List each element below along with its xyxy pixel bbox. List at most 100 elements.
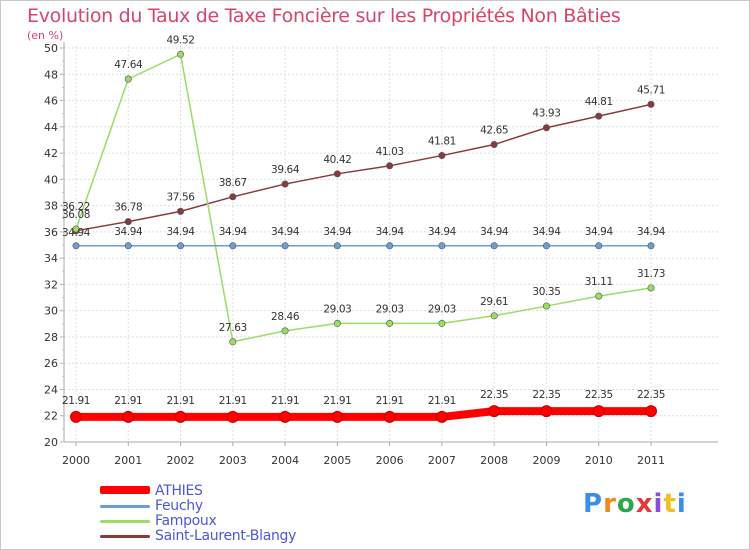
data-point-athies — [540, 405, 553, 418]
data-label-feuchy: 34.94 — [323, 226, 352, 238]
data-point-fampoux — [595, 292, 603, 300]
y-tick-label: 26 — [44, 357, 58, 370]
data-label-feuchy: 34.94 — [62, 227, 91, 239]
x-tick-label: 2007 — [428, 454, 456, 467]
data-point-feuchy — [177, 242, 185, 250]
series-athies — [70, 405, 657, 423]
data-point-athies — [383, 410, 396, 423]
legend-item-athies: ATHIES — [100, 483, 340, 499]
data-label-feuchy: 34.94 — [376, 226, 405, 238]
data-point-feuchy — [438, 242, 446, 250]
data-point-fampoux — [124, 75, 132, 83]
legend-swatch-saint-laurent-blangy — [100, 535, 150, 538]
data-label-fampoux: 29.03 — [323, 303, 351, 315]
data-label-fampoux: 36.22 — [62, 201, 90, 213]
data-point-feuchy — [542, 242, 550, 250]
data-label-feuchy: 34.94 — [480, 226, 509, 238]
data-label-saint-laurent-blangy: 41.81 — [428, 136, 456, 148]
data-label-feuchy: 34.94 — [114, 226, 143, 238]
data-label-saint-laurent-blangy: 43.93 — [532, 108, 560, 120]
x-tick-label: 2009 — [532, 454, 560, 467]
logo-letter: i — [653, 489, 664, 519]
data-point-feuchy — [386, 242, 394, 250]
y-tick-label: 34 — [44, 252, 58, 265]
axes: 20 22 24 26 28 30 32 34 36 38 40 42 44 46 48 50 2000 2001… — [44, 42, 718, 467]
x-tick-label: 2005 — [323, 454, 351, 467]
data-point-feuchy — [229, 242, 237, 250]
data-label-feuchy: 34.94 — [532, 226, 561, 238]
series-line-saint-laurent-blangy — [75, 103, 652, 232]
x-tick-label: 2006 — [376, 454, 404, 467]
data-label-athies: 22.35 — [532, 389, 560, 401]
data-point-fampoux — [647, 284, 655, 292]
data-point-fampoux — [542, 302, 550, 310]
data-label-fampoux: 49.52 — [167, 34, 195, 46]
data-point-feuchy — [647, 242, 655, 250]
logo-letter: x — [635, 489, 654, 519]
legend-item-saint-laurent-blangy: Saint-Laurent-Blangy — [100, 528, 340, 544]
x-tick-label: 2011 — [637, 454, 665, 467]
unit-label: (en %) — [27, 29, 64, 42]
data-point-saint-laurent-blangy — [438, 152, 446, 160]
data-label-fampoux: 47.64 — [114, 59, 143, 71]
data-point-fampoux — [386, 319, 394, 327]
x-tick-label: 2000 — [62, 454, 90, 467]
data-point-athies — [226, 410, 239, 423]
series-fampoux — [72, 50, 655, 346]
data-label-athies: 21.91 — [271, 395, 299, 407]
data-point-saint-laurent-blangy — [595, 112, 603, 120]
y-tick-label: 30 — [44, 305, 58, 318]
y-tick-label: 28 — [44, 331, 58, 344]
x-tick-label: 2001 — [114, 454, 142, 467]
series-feuchy — [72, 242, 655, 250]
y-tick-label: 42 — [44, 147, 58, 160]
data-point-fampoux — [229, 338, 237, 346]
logo-letter: r — [603, 489, 617, 519]
data-label-athies: 22.35 — [585, 389, 613, 401]
data-point-feuchy — [333, 242, 341, 250]
data-point-athies — [174, 410, 187, 423]
data-point-athies — [70, 410, 82, 423]
data-point-saint-laurent-blangy — [333, 170, 341, 178]
series-saint-laurent-blangy — [72, 100, 655, 235]
data-label-feuchy: 34.94 — [167, 226, 196, 238]
data-point-fampoux — [177, 50, 185, 58]
data-label-athies: 22.35 — [637, 389, 665, 401]
data-label-saint-laurent-blangy: 44.81 — [585, 96, 613, 108]
data-label-feuchy: 34.94 — [271, 226, 300, 238]
data-point-athies — [122, 410, 135, 423]
data-label-saint-laurent-blangy: 36.78 — [114, 202, 142, 214]
legend-item-fampoux: Fampoux — [100, 513, 340, 529]
data-label-athies: 21.91 — [323, 395, 351, 407]
legend-swatch-athies — [100, 486, 150, 494]
data-point-feuchy — [595, 242, 603, 250]
logo-letter: P — [583, 489, 604, 519]
data-point-feuchy — [72, 242, 80, 250]
data-label-feuchy: 34.94 — [637, 226, 666, 238]
logo-letter: o — [616, 489, 636, 519]
y-tick-label: 22 — [44, 410, 58, 423]
legend-swatch-feuchy — [100, 505, 150, 508]
data-label-fampoux: 29.61 — [480, 296, 508, 308]
data-label-fampoux: 31.73 — [637, 268, 665, 280]
data-label-athies: 22.35 — [480, 389, 508, 401]
data-label-athies: 21.91 — [62, 395, 90, 407]
data-label-feuchy: 34.94 — [219, 226, 248, 238]
logo-letter: i — [676, 489, 687, 519]
y-tick-label: 46 — [44, 95, 58, 108]
data-point-fampoux — [438, 319, 446, 327]
data-label-saint-laurent-blangy: 38.67 — [219, 177, 247, 189]
y-tick-label: 20 — [44, 436, 58, 449]
x-tick-label: 2004 — [271, 454, 299, 467]
data-point-athies — [488, 405, 501, 418]
data-point-fampoux — [72, 225, 80, 233]
legend-label-athies: ATHIES — [155, 483, 203, 499]
data-point-feuchy — [281, 242, 289, 250]
data-label-fampoux: 29.03 — [376, 303, 404, 315]
legend-swatch-fampoux — [100, 520, 150, 523]
data-label-feuchy: 34.94 — [428, 226, 457, 238]
y-tick-label: 48 — [44, 68, 58, 81]
data-point-saint-laurent-blangy — [229, 193, 237, 201]
data-label-fampoux: 27.63 — [219, 322, 247, 334]
